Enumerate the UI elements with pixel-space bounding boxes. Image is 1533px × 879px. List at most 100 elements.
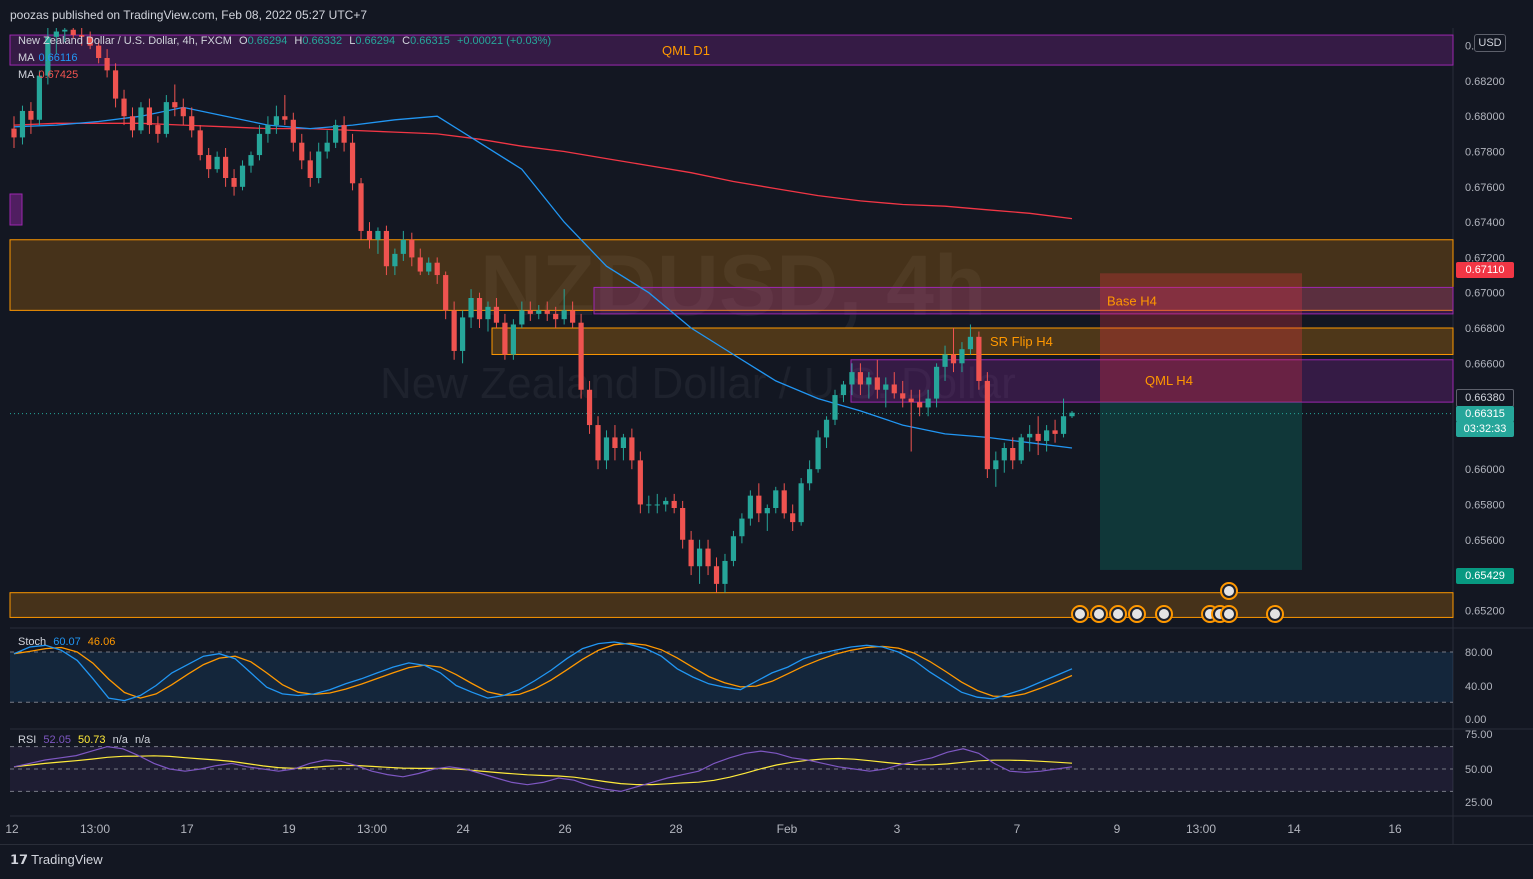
price-tick-label: 0.65600 <box>1465 535 1505 547</box>
candle-body <box>1027 433 1033 438</box>
qml-d1-zone-label: QML D1 <box>662 43 710 58</box>
stoch-tick-label: 0.00 <box>1465 714 1486 726</box>
event-flag-inner <box>1224 586 1234 596</box>
candle <box>104 49 110 78</box>
tradingview-logo[interactable]: 𝟭𝟳 TradingView <box>10 852 103 868</box>
candle-body <box>324 142 330 152</box>
candle <box>409 232 415 267</box>
candle-body <box>1018 437 1024 461</box>
candle <box>646 495 652 514</box>
candle <box>197 125 203 161</box>
price-tick-label: 0.67800 <box>1465 147 1505 159</box>
candle <box>849 363 855 396</box>
ma-fast-legend[interactable]: MA 0.66116 <box>18 52 77 64</box>
candle <box>290 112 296 152</box>
candle <box>739 513 745 544</box>
candle <box>36 70 42 126</box>
candle-body <box>256 133 263 156</box>
candle <box>443 271 449 320</box>
candle <box>87 31 93 50</box>
candle-body <box>70 29 76 36</box>
rsi-na-2: n/a <box>134 734 151 746</box>
candle-body <box>426 262 432 272</box>
candle <box>502 313 508 360</box>
candle-body <box>36 75 42 120</box>
candle <box>248 151 254 173</box>
candle-body <box>959 349 965 364</box>
candle <box>383 225 390 276</box>
symbol-name: New Zealand Dollar / U.S. Dollar, 4h, FX… <box>18 35 232 47</box>
stoch-k-line <box>13 641 1073 702</box>
candle <box>358 178 364 240</box>
candle <box>400 230 406 261</box>
candle <box>189 107 195 138</box>
candle-body <box>807 469 813 484</box>
time-axis-label: 17 <box>180 822 194 836</box>
candle <box>112 63 119 108</box>
candle-body <box>823 419 830 438</box>
candle-body <box>722 560 728 584</box>
candle <box>79 28 85 46</box>
change-value: +0.00021 (+0.03%) <box>456 35 552 47</box>
candle-body <box>62 29 68 32</box>
candle <box>53 24 59 55</box>
rsi-tick-label: 75.00 <box>1465 729 1493 741</box>
time-axis-label: 24 <box>456 822 470 836</box>
event-flag-inner <box>1075 609 1085 619</box>
price-tick-label: 0.67600 <box>1465 182 1505 194</box>
candle-body <box>231 178 237 187</box>
candle <box>434 257 440 284</box>
candle <box>155 116 161 143</box>
price-tick-label: 0.67000 <box>1465 288 1505 300</box>
qml-h4-label: QML H4 <box>1145 373 1193 388</box>
candle <box>815 430 821 473</box>
candle <box>459 310 466 364</box>
candle <box>713 557 720 593</box>
candle-body <box>654 504 660 506</box>
candle-body <box>206 155 212 170</box>
candle <box>1052 419 1058 443</box>
currency-button[interactable]: USD <box>1474 34 1506 52</box>
time-axis-label: 13:00 <box>357 822 387 836</box>
candle-body <box>45 36 51 76</box>
candle <box>874 359 880 399</box>
ma-slow-legend[interactable]: MA 0.67425 <box>18 69 78 81</box>
candle <box>908 389 914 452</box>
candle <box>536 305 542 320</box>
stoch-legend[interactable]: Stoch 60.07 46.06 <box>18 636 115 648</box>
time-axis-label: 13:00 <box>1186 822 1216 836</box>
candle-body <box>307 160 313 178</box>
candle-body <box>840 384 847 396</box>
price-tick-label: 0.68000 <box>1465 111 1505 123</box>
candle-body <box>316 151 322 178</box>
candle-body <box>104 58 110 71</box>
low-value: 0.66294 <box>355 35 396 47</box>
publisher-text: poozas published on TradingView.com, Feb… <box>10 8 368 22</box>
candle-body <box>121 98 127 117</box>
candle <box>925 389 931 417</box>
candle <box>688 530 694 576</box>
event-flag-inner <box>1094 609 1104 619</box>
candle-body <box>874 377 880 390</box>
candle <box>451 301 457 360</box>
candle-body <box>163 102 169 134</box>
candle-body <box>358 183 364 231</box>
time-axis-label: 13:00 <box>80 822 110 836</box>
candle <box>942 345 948 381</box>
candle-body <box>781 490 787 514</box>
candle <box>654 493 660 514</box>
candle-body <box>146 107 153 126</box>
rsi-legend[interactable]: RSI 52.05 50.73 n/a n/a <box>18 734 150 746</box>
candle-body <box>1052 430 1058 434</box>
candle-body <box>485 306 491 320</box>
candle <box>544 301 550 321</box>
ma-fast-value: 0.66116 <box>38 52 78 64</box>
candle <box>781 483 787 519</box>
rsi-ma-value: 50.73 <box>78 734 106 746</box>
candle-body <box>680 508 686 540</box>
candle <box>485 301 491 332</box>
candle-body <box>333 125 339 143</box>
candle <box>129 107 136 138</box>
candle-body <box>908 398 914 403</box>
